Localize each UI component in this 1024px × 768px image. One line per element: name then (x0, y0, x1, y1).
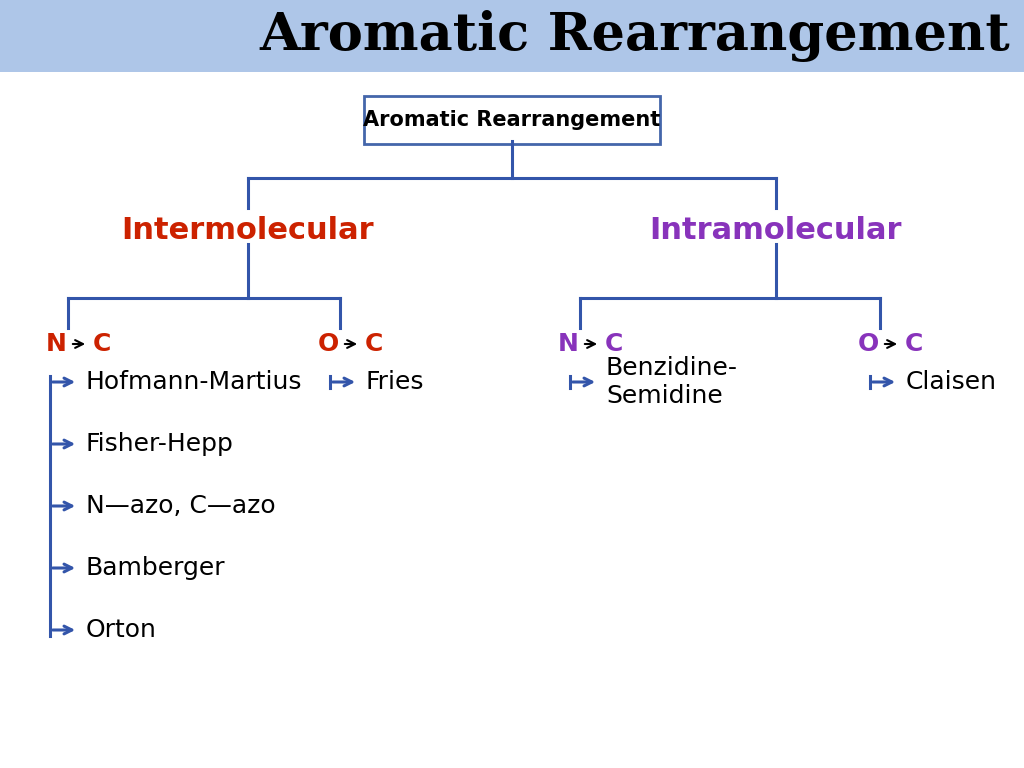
Text: C: C (905, 332, 924, 356)
Text: Bamberger: Bamberger (86, 556, 225, 580)
Text: N: N (45, 332, 67, 356)
Text: Fries: Fries (366, 370, 425, 394)
Text: C: C (365, 332, 383, 356)
Text: Aromatic Rearrangement: Aromatic Rearrangement (259, 10, 1010, 62)
FancyBboxPatch shape (364, 96, 660, 144)
Text: O: O (857, 332, 879, 356)
Text: Hofmann-Martius: Hofmann-Martius (86, 370, 302, 394)
Text: Fisher-Hepp: Fisher-Hepp (86, 432, 233, 456)
Text: N: N (557, 332, 579, 356)
Bar (0, 0, 1024, 72)
Text: C: C (93, 332, 112, 356)
Text: N—azo, C—azo: N—azo, C—azo (86, 494, 275, 518)
Text: Intermolecular: Intermolecular (122, 216, 375, 245)
Text: C: C (605, 332, 624, 356)
Text: Aromatic Rearrangement: Aromatic Rearrangement (364, 110, 660, 130)
Text: Orton: Orton (86, 618, 157, 642)
Text: Benzidine-
Semidine: Benzidine- Semidine (606, 356, 738, 408)
Text: Claisen: Claisen (906, 370, 997, 394)
Text: Intramolecular: Intramolecular (650, 216, 902, 245)
Text: O: O (317, 332, 339, 356)
